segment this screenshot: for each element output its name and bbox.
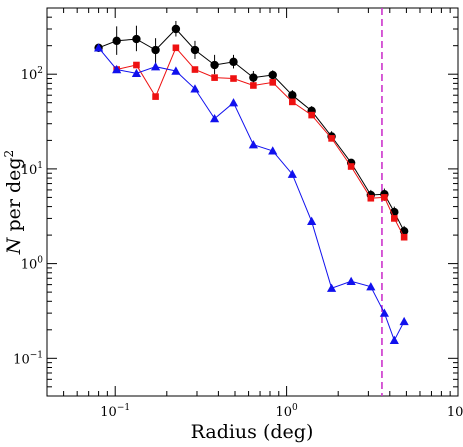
data-point-triangle — [131, 68, 142, 78]
y-tick-exp: −1 — [30, 350, 43, 360]
data-point-square — [367, 194, 375, 202]
data-point-square — [191, 66, 199, 73]
x-tick-label: 101 — [447, 403, 463, 420]
data-point-triangle — [209, 113, 220, 123]
x-tick-base: 10 — [447, 405, 463, 420]
plot-frame — [46, 7, 459, 397]
data-point-square — [289, 98, 296, 106]
data-point-square — [308, 111, 315, 119]
series-square — [113, 44, 408, 241]
y-axis-label-main: N — [3, 236, 25, 255]
data-point-circle — [229, 57, 238, 67]
y-tick-exp: 2 — [37, 66, 43, 76]
y-axis-label-text: per deg — [3, 157, 25, 237]
series-line — [98, 47, 405, 342]
data-point-triangle — [399, 316, 409, 326]
data-point-square — [230, 75, 237, 82]
series-layer — [93, 20, 409, 344]
y-tick-label: 100 — [21, 256, 44, 273]
x-tick-label: 100 — [275, 403, 298, 420]
data-point-square — [328, 135, 335, 142]
y-tick-base: 10 — [21, 258, 38, 273]
data-point-square — [400, 233, 408, 241]
y-tick-exp: 1 — [37, 161, 43, 171]
y-tick-base: 10 — [21, 163, 38, 178]
data-point-triangle — [326, 283, 337, 292]
data-point-triangle — [171, 66, 181, 75]
axis-ticks — [46, 7, 459, 397]
x-tick-exp: 0 — [292, 403, 298, 413]
data-point-square — [347, 163, 355, 170]
y-tick-base: 10 — [21, 68, 38, 83]
data-point-square — [172, 44, 180, 52]
data-point-triangle — [287, 169, 297, 178]
data-point-triangle — [93, 43, 104, 52]
data-point-circle — [268, 70, 277, 80]
series-line — [98, 28, 405, 232]
x-tick-base: 10 — [100, 405, 117, 420]
y-axis-label-sup: 2 — [2, 150, 16, 158]
data-point-circle — [288, 91, 297, 100]
data-point-square — [133, 61, 140, 69]
data-point-circle — [171, 24, 181, 34]
data-point-triangle — [346, 276, 356, 286]
data-point-circle — [112, 36, 121, 46]
y-axis-label: N per deg2 — [2, 150, 25, 255]
data-point-circle — [210, 60, 219, 70]
y-tick-exp: 0 — [37, 256, 43, 266]
data-point-circle — [190, 45, 200, 55]
data-point-triangle — [248, 140, 258, 149]
data-point-triangle — [150, 62, 161, 71]
y-tick-label: 10−1 — [13, 350, 43, 367]
x-tick-base: 10 — [275, 405, 292, 420]
data-point-triangle — [307, 216, 317, 225]
data-point-circle — [151, 45, 160, 55]
y-tick-base: 10 — [13, 352, 30, 367]
data-point-square — [381, 194, 388, 201]
data-point-triangle — [112, 64, 122, 74]
y-tick-label: 102 — [21, 66, 43, 83]
series-triangle — [93, 43, 409, 344]
x-tick-exp: −1 — [117, 403, 130, 413]
data-point-square — [211, 74, 218, 81]
data-point-circle — [249, 73, 258, 82]
data-point-triangle — [190, 84, 200, 93]
data-point-triangle — [228, 98, 239, 107]
data-point-square — [250, 82, 257, 89]
data-point-circle — [132, 34, 141, 44]
data-point-square — [269, 79, 277, 86]
data-point-square — [152, 93, 159, 100]
data-point-square — [391, 215, 398, 222]
x-axis-label: Radius (deg) — [191, 421, 314, 443]
data-point-triangle — [268, 146, 278, 155]
data-point-triangle — [366, 282, 376, 291]
series-circle — [94, 20, 409, 238]
data-point-triangle — [389, 335, 399, 344]
data-point-triangle — [379, 308, 389, 317]
y-tick-label: 101 — [21, 161, 43, 178]
x-tick-label: 10−1 — [100, 403, 130, 420]
